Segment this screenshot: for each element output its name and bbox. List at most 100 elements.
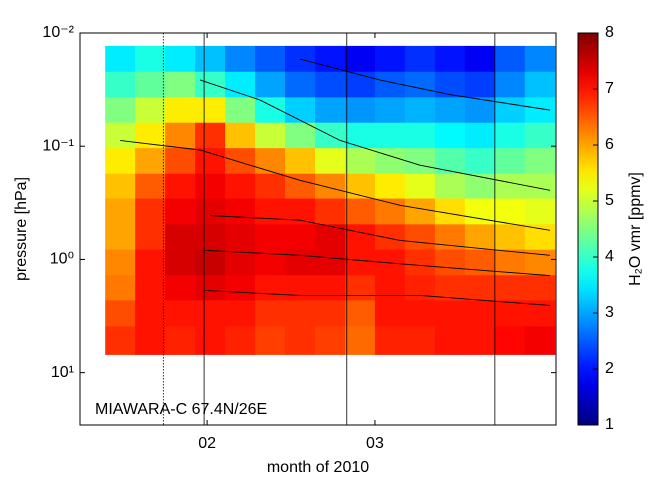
heatmap-cell xyxy=(524,97,556,124)
heatmap-cell xyxy=(464,224,496,251)
y-axis-label: pressure [hPa] xyxy=(13,177,30,281)
heatmap-cell xyxy=(404,148,436,175)
heatmap-cell xyxy=(105,275,136,301)
heatmap-cell xyxy=(105,300,136,327)
heatmap-cell xyxy=(255,326,286,355)
heatmap-cell xyxy=(255,71,286,98)
heatmap-cell xyxy=(195,300,226,327)
heatmap-cell xyxy=(135,275,166,301)
y-tick-label: 10¹ xyxy=(51,364,74,381)
y-tick-label: 10⁻¹ xyxy=(42,137,74,154)
heatmap-cell xyxy=(315,300,346,327)
colorbar-tick-label: 5 xyxy=(605,192,614,209)
heatmap-cell xyxy=(165,249,196,276)
heatmap-cell xyxy=(135,97,166,124)
heatmap-cell xyxy=(225,97,256,124)
heatmap-cell xyxy=(165,148,196,175)
heatmap-cell xyxy=(105,71,136,98)
heatmap-cell xyxy=(344,71,376,98)
heatmap-cell xyxy=(494,71,526,98)
plot-frame xyxy=(79,32,557,426)
heatmap-cell xyxy=(494,224,526,251)
heatmap-cell xyxy=(374,148,406,175)
colorbar-tick-label: 7 xyxy=(605,80,614,97)
heatmap-cell xyxy=(434,326,466,355)
heatmap-cell xyxy=(434,97,466,124)
heatmap-cell xyxy=(494,275,526,301)
heatmap-cell xyxy=(255,224,286,251)
trajectory-line xyxy=(299,58,551,111)
heatmap-cell xyxy=(404,173,436,200)
heatmap-cell xyxy=(344,275,376,301)
heatmap-cell xyxy=(524,275,556,301)
heatmap-cell xyxy=(464,249,496,276)
heatmap-cell xyxy=(494,326,526,355)
heatmap-cell xyxy=(434,122,466,149)
heatmap-cell xyxy=(165,275,196,301)
heatmap-cell xyxy=(434,173,466,200)
heatmap-cell xyxy=(374,71,406,98)
heatmap-cell xyxy=(344,97,376,124)
colorbar-tick-label: 6 xyxy=(605,136,614,153)
heatmap-cell xyxy=(135,71,166,98)
heatmap-cell xyxy=(494,122,526,149)
heatmap-cell xyxy=(225,275,256,301)
heatmap-cell xyxy=(524,148,556,175)
heatmap-cell xyxy=(494,45,526,73)
y-tick-label: 10⁻² xyxy=(42,24,74,41)
heatmap-cell xyxy=(105,249,136,276)
heatmap-cell xyxy=(105,173,136,200)
heatmap-cell xyxy=(464,300,496,327)
heatmap-cell xyxy=(105,122,136,149)
heatmap-cell xyxy=(165,71,196,98)
heatmap-cell xyxy=(464,97,496,124)
heatmap-cell xyxy=(374,224,406,251)
heatmap-cell xyxy=(464,173,496,200)
heatmap-cell xyxy=(374,45,406,73)
heatmap-cell xyxy=(105,224,136,251)
heatmap-cell xyxy=(195,198,226,225)
heatmap-cell xyxy=(344,45,376,73)
heatmap-cell xyxy=(285,122,316,149)
heatmap-cell xyxy=(165,173,196,200)
overlay xyxy=(120,33,551,425)
trajectory-line xyxy=(205,290,551,306)
heatmap-cell xyxy=(315,45,346,73)
heatmap-cell xyxy=(225,122,256,149)
heatmap-cell xyxy=(285,300,316,327)
heatmap-cell xyxy=(255,148,286,175)
heatmap-cell xyxy=(195,122,226,149)
heatmap-cell xyxy=(434,148,466,175)
colorbar-tick-label: 1 xyxy=(605,416,614,433)
heatmap-cell xyxy=(285,198,316,225)
heatmap-cell xyxy=(374,97,406,124)
heatmap-cell xyxy=(165,326,196,355)
heatmap-cell xyxy=(434,45,466,73)
heatmap-cell xyxy=(255,173,286,200)
heatmap-cell xyxy=(315,148,346,175)
heatmap-cell xyxy=(344,122,376,149)
heatmap-cell xyxy=(195,249,226,276)
x-axis-label: month of 2010 xyxy=(267,459,369,476)
heatmap-cell xyxy=(524,122,556,149)
heatmap-cell xyxy=(524,198,556,225)
heatmap-cell xyxy=(135,300,166,327)
heatmap-cell xyxy=(464,122,496,149)
heatmap-cell xyxy=(195,148,226,175)
heatmap-cell xyxy=(315,71,346,98)
heatmap-cell xyxy=(464,148,496,175)
heatmap-cell xyxy=(315,173,346,200)
heatmap-cell xyxy=(255,198,286,225)
heatmap-cell xyxy=(404,45,436,73)
colorbar-tick-label: 8 xyxy=(605,24,614,41)
heatmap-cell xyxy=(285,71,316,98)
heatmap-cell xyxy=(374,326,406,355)
heatmap-cell xyxy=(255,45,286,73)
heatmap-cell xyxy=(195,97,226,124)
heatmap-cell xyxy=(165,198,196,225)
heatmap-cell xyxy=(135,198,166,225)
heatmap-cell xyxy=(464,326,496,355)
heatmap-cell xyxy=(165,224,196,251)
heatmap-cell xyxy=(135,224,166,251)
heatmap-cell xyxy=(225,198,256,225)
